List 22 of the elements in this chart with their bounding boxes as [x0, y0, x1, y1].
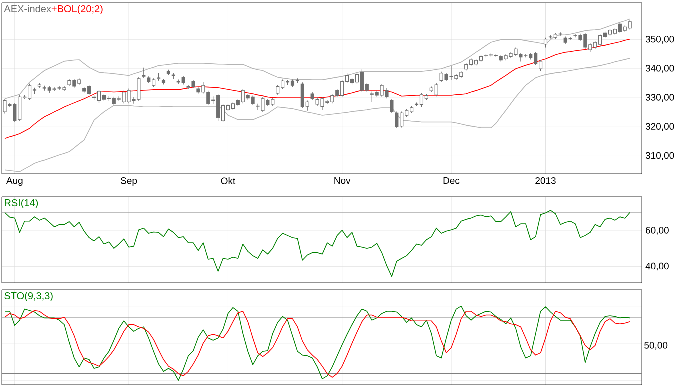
x-tick-label: Sep: [121, 178, 138, 186]
line-series: [4, 210, 630, 278]
x-tick-label: Nov: [334, 178, 351, 184]
series-label: STO(9,3,3): [4, 292, 53, 302]
candlestick: [544, 38, 548, 48]
y-tick-label: 310,00: [646, 152, 674, 160]
y-tick-label: 40,00: [646, 262, 669, 271]
series-label: RSI(14): [5, 199, 38, 209]
y-tick-label: 320,00: [646, 123, 674, 132]
y-tick-label: 330,00: [646, 94, 674, 102]
y-tick-label: 60,00: [646, 227, 669, 235]
y-tick-label: 350,00: [646, 36, 674, 44]
text: AEX-index: [4, 5, 52, 13]
text: 50,00: [644, 342, 668, 350]
candlestick: [142, 68, 146, 78]
y-tick-label: 340,00: [646, 65, 674, 73]
x-tick-label: Aug: [6, 178, 23, 186]
text: +BOL(20;2): [52, 5, 103, 15]
x-tick-label: Okt: [221, 178, 236, 184]
x-tick-label: 2013: [536, 178, 556, 184]
x-tick-label: Dec: [444, 178, 460, 184]
candlestick: [390, 98, 394, 114]
